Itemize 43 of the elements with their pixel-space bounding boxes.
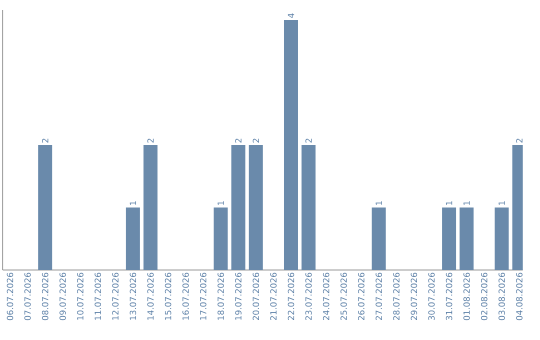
x-tick-label: 03.08.2026 — [498, 272, 505, 320]
x-tick-label: 21.07.2026 — [270, 272, 277, 320]
x-tick-label: 30.07.2026 — [428, 272, 435, 320]
x-tick-label: 29.07.2026 — [410, 272, 418, 320]
x-tick-label: 19.07.2026 — [235, 272, 242, 320]
x-tick-label: 02.08.2026 — [480, 272, 488, 320]
x-tick-label: 09.07.2026 — [59, 272, 66, 320]
data-label: 2 — [147, 138, 154, 143]
data-label: 1 — [218, 201, 224, 205]
x-tick-label: 23.07.2026 — [305, 272, 312, 320]
data-label: 4 — [288, 13, 294, 18]
data-label: 2 — [235, 138, 242, 143]
x-tick-label: 20.07.2026 — [252, 272, 260, 320]
data-label: 1 — [376, 201, 382, 205]
data-label: 1 — [446, 201, 452, 205]
data-label: 2 — [305, 138, 312, 143]
x-tick-label: 08.07.2026 — [42, 272, 48, 320]
x-tick-label: 04.08.2026 — [516, 272, 523, 320]
x-tick-label: 01.08.2026 — [463, 272, 470, 320]
x-tick-label: 12.07.2026 — [112, 272, 119, 320]
x-tick-label: 27.07.2026 — [376, 272, 382, 320]
x-tick-label: 10.07.2026 — [77, 272, 84, 320]
data-label: 2 — [252, 138, 260, 143]
x-tick-label: 25.07.2026 — [340, 272, 347, 320]
data-label: 1 — [498, 201, 505, 205]
x-tick-label: 28.07.2026 — [393, 272, 400, 320]
x-tick-label: 17.07.2026 — [200, 272, 206, 320]
x-tick-label: 22.07.2026 — [288, 272, 294, 320]
x-tick-label: 16.07.2026 — [182, 272, 189, 320]
x-tick-label: 31.07.2026 — [446, 272, 452, 320]
x-tick-label: 24.07.2026 — [322, 272, 330, 320]
x-tick-label: 18.07.2026 — [218, 272, 224, 320]
data-label: 1 — [464, 201, 470, 205]
x-tick-label: 26.07.2026 — [358, 272, 364, 320]
x-tick-label: 07.07.2026 — [24, 272, 31, 320]
x-tick-label: 15.07.2026 — [164, 272, 172, 320]
data-label: 2 — [42, 138, 48, 143]
x-tick-label: 06.07.2026 — [6, 272, 14, 320]
x-tick-label: 11.07.2026 — [94, 272, 102, 320]
data-label: 2 — [516, 138, 522, 143]
x-tick-label: 13.07.2026 — [130, 272, 136, 320]
data-label: 1 — [130, 201, 136, 205]
x-tick-label: 14.07.2026 — [147, 272, 154, 320]
